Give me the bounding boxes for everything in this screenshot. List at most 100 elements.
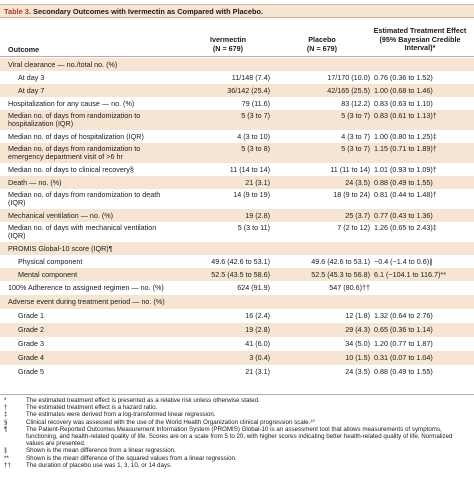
footnote-symbol: § <box>4 418 8 426</box>
footnote: ¶ The Patient-Reported Outcomes Measureme… <box>0 426 474 448</box>
ivermectin-cell: 49.6 (42.6 to 53.1) <box>211 256 270 266</box>
footnote-text: Shown is the mean difference of the squa… <box>26 454 237 462</box>
outcome-cell: Viral clearance — no./total no. (%) <box>8 59 118 69</box>
placebo-cell: 12 (1.8) <box>345 310 370 320</box>
treatment-effect-cell: 1.01 (0.93 to 1.09)† <box>374 164 437 174</box>
footnote-text: The estimated treatment effect is a haza… <box>26 404 158 412</box>
placebo-cell: 29 (4.3) <box>345 324 370 334</box>
ivermectin-cell: 21 (3.1) <box>245 177 270 187</box>
ivermectin-cell: 5 (3 to 11) <box>237 222 270 232</box>
placebo-cell: 11 (11 to 14) <box>330 164 370 174</box>
placebo-cell: 83 (12.2) <box>341 98 370 108</box>
outcome-cell: Physical component <box>18 256 83 266</box>
header-placebo: Placebo (N = 679) <box>306 35 338 53</box>
table-row: Median no. of days from randomization to… <box>0 143 474 163</box>
footnote-text: The estimates were derived from a log-tr… <box>26 411 216 419</box>
table-row: Death — no. (%) 21 (3.1) 24 (3.5) 0.88 (0.4… <box>0 176 474 189</box>
table-row: PROMIS Global-10 score (IQR)¶ <box>0 242 474 255</box>
treatment-effect-cell: 0.77 (0.43 to 1.36) <box>374 210 433 220</box>
placebo-cell: 17/170 (10.0) <box>327 72 370 82</box>
table-row: At day 7 36/142 (25.4) 42/165 (25.5) 1.00 (… <box>0 84 474 97</box>
footnote: § Clinical recovery was assessed with the… <box>0 419 474 426</box>
table-row: At day 3 11/148 (7.4) 17/170 (10.0) 0.76 (0… <box>0 71 474 84</box>
table-title-bar: Table 3. Secondary Outcomes with Ivermec… <box>0 4 474 18</box>
treatment-effect-cell: 1.15 (0.71 to 1.89)† <box>374 143 437 153</box>
header-outcome: Outcome <box>8 45 40 54</box>
placebo-cell: 24 (3.5) <box>345 177 370 187</box>
ivermectin-cell: 16 (2.4) <box>245 310 270 320</box>
ivermectin-cell: 36/142 (25.4) <box>227 85 270 95</box>
placebo-cell: 18 (9 to 24) <box>333 189 370 199</box>
table-row: Hospitalization for any cause — no. (%) 7… <box>0 97 474 110</box>
footnote: †† The duration of placebo use was 1, 3, … <box>0 462 474 469</box>
outcome-cell: Median no. of days from randomization to… <box>8 110 141 128</box>
ivermectin-cell: 5 (3 to 7) <box>241 110 270 120</box>
treatment-effect-cell: 0.65 (0.36 to 1.14) <box>374 324 433 334</box>
ivermectin-cell: 4 (3 to 10) <box>237 131 270 141</box>
footnote-symbol: ‡ <box>4 411 8 419</box>
table-row: Median no. of days with mechanical venti… <box>0 222 474 242</box>
table-row: Median no. of days to clinical recovery§… <box>0 163 474 176</box>
treatment-effect-cell: 6.1 (−104.1 to 116.7)** <box>374 269 446 279</box>
outcome-cell: Mental component <box>18 269 78 279</box>
ivermectin-cell: 11 (14 to 14) <box>229 164 270 174</box>
table-number: Table 3. <box>4 7 31 16</box>
table-row: Mental component 52.5 (43.5 to 58.6) 52.5 … <box>0 268 474 281</box>
placebo-cell: 10 (1.5) <box>345 352 370 362</box>
footnotes: * The estimated treatment effect is prese… <box>0 397 474 469</box>
table-row: Adverse event during treatment period — … <box>0 295 474 309</box>
outcome-cell: Grade 3 <box>18 338 44 348</box>
footnote-text: The estimated treatment effect is presen… <box>26 397 260 404</box>
treatment-effect-cell: 1.00 (0.68 to 1.46) <box>374 85 433 95</box>
ivermectin-cell: 3 (0.4) <box>249 352 270 362</box>
footnote-symbol: ** <box>4 454 9 462</box>
table-row: Physical component 49.6 (42.6 to 53.1) 49.… <box>0 255 474 268</box>
ivermectin-cell: 11/148 (7.4) <box>231 72 270 82</box>
placebo-cell: 42/165 (25.5) <box>327 85 370 95</box>
outcome-cell: Grade 4 <box>18 352 44 362</box>
table-row: 100% Adherence to assigned regimen — no.… <box>0 281 474 295</box>
placebo-cell: 52.5 (45.3 to 56.8) <box>311 269 370 279</box>
placebo-cell: 5 (3 to 7) <box>341 143 370 153</box>
outcome-cell: Median no. of days with mechanical venti… <box>8 222 157 240</box>
ivermectin-cell: 52.5 (43.5 to 58.6) <box>211 269 270 279</box>
outcome-cell: Mechanical ventilation — no. (%) <box>8 210 114 220</box>
ivermectin-cell: 19 (2.8) <box>245 324 270 334</box>
outcome-cell: 100% Adherence to assigned regimen — no.… <box>8 282 164 292</box>
footnote-text: Clinical recovery was assessed with the … <box>26 418 315 426</box>
placebo-cell: 7 (2 to 12) <box>337 222 370 232</box>
treatment-effect-cell: 1.26 (0.65 to 2.43)‡ <box>374 222 437 232</box>
table-row: Grade 5 21 (3.1) 24 (3.5) 0.88 (0.49 to 1.5… <box>0 365 474 379</box>
footnote-symbol: ∥ <box>4 447 8 455</box>
table-bottom-divider <box>0 394 474 395</box>
footnote: ‡ The estimates were derived from a log-t… <box>0 411 474 418</box>
ivermectin-cell: 19 (2.8) <box>245 210 270 220</box>
footnote-symbol: * <box>4 397 7 404</box>
ivermectin-cell: 14 (9 to 19) <box>233 189 270 199</box>
ivermectin-cell: 41 (6.0) <box>245 338 270 348</box>
outcome-cell: Hospitalization for any cause — no. (%) <box>8 98 135 108</box>
treatment-effect-cell: 0.83 (0.63 to 1.10) <box>374 98 433 108</box>
placebo-cell: 24 (3.5) <box>345 366 370 376</box>
treatment-effect-cell: 1.20 (0.77 to 1.87) <box>374 338 433 348</box>
footnote-symbol: †† <box>4 461 11 469</box>
outcome-cell: Grade 2 <box>18 324 44 334</box>
ivermectin-cell: 79 (11.6) <box>241 98 270 108</box>
outcome-cell: Median no. of days from randomization to… <box>8 143 141 161</box>
footnote: ** Shown is the mean difference of the sq… <box>0 455 474 462</box>
treatment-effect-cell: −0.4 (−1.4 to 0.6)∥ <box>374 256 433 266</box>
footnote-text: The Patient-Reported Outcomes Measuremen… <box>26 425 453 448</box>
outcome-cell: Grade 1 <box>18 310 44 320</box>
footnote-text: The duration of placebo use was 1, 3, 10… <box>26 461 172 469</box>
treatment-effect-cell: 0.31 (0.07 to 1.04) <box>374 352 433 362</box>
treatment-effect-cell: 0.76 (0.36 to 1.52) <box>374 72 433 82</box>
footnote-text: Shown is the mean difference from a line… <box>26 447 176 455</box>
outcome-cell: Death — no. (%) <box>8 177 62 187</box>
treatment-effect-cell: 1.32 (0.64 to 2.76) <box>374 310 433 320</box>
table-row: Grade 2 19 (2.8) 29 (4.3) 0.65 (0.36 to 1.1… <box>0 323 474 337</box>
footnote-symbol: ¶ <box>4 425 8 433</box>
treatment-effect-cell: 1.00 (0.80 to 1.25)‡ <box>374 131 437 141</box>
outcome-cell: Median no. of days of hospitalization (I… <box>8 131 144 141</box>
outcome-cell: Median no. of days to clinical recovery§ <box>8 164 134 174</box>
